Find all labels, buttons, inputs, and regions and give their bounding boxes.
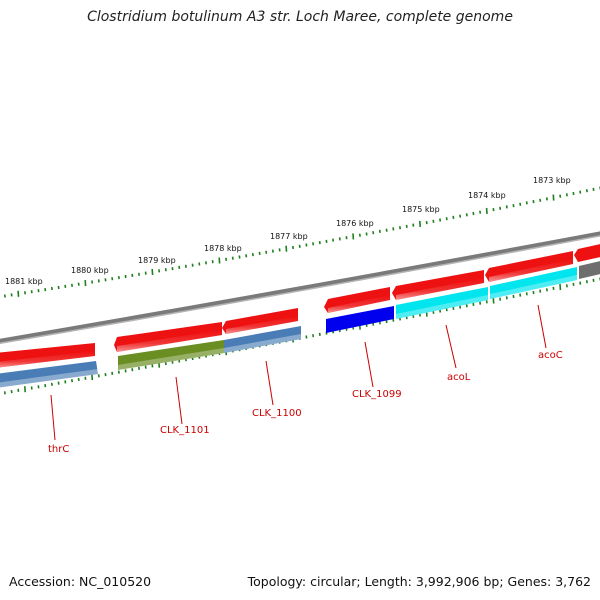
scale-label-1876: 1876 kbp	[336, 219, 374, 228]
leader-CLK_1099	[364, 341, 374, 388]
gene-labels: thrC CLK_1101 CLK_1100 CLK_1099 acoL aco…	[48, 350, 563, 455]
gene-label-CLK_1101: CLK_1101	[160, 425, 210, 436]
gene-label-acoL: acoL	[447, 372, 471, 383]
topology-label: Topology: circular; Length: 3,992,906 bp…	[247, 574, 591, 589]
genome-backbone	[0, 231, 600, 344]
annotated-genes	[0, 260, 600, 388]
leader-thrC	[50, 394, 56, 441]
gene-thrC[interactable]	[0, 361, 98, 388]
scale-label-1877: 1877 kbp	[270, 232, 308, 241]
gene-CLK_1099[interactable]	[326, 306, 394, 333]
scale-label-1881: 1881 kbp	[5, 277, 43, 286]
scale-label-1880: 1880 kbp	[71, 266, 109, 275]
scale-labels: 1881 kbp 1880 kbp 1879 kbp 1878 kbp 1877…	[5, 176, 571, 286]
leader-acoC	[537, 304, 547, 349]
forward-strand-genes	[0, 243, 600, 368]
scale-label-1875: 1875 kbp	[402, 205, 440, 214]
accession-label: Accession: NC_010520	[9, 574, 152, 589]
scale-label-1879: 1879 kbp	[138, 256, 176, 265]
gene-acoC[interactable]	[490, 267, 577, 299]
gene-label-leaders	[50, 304, 547, 441]
page-title: Clostridium botulinum A3 str. Loch Maree…	[87, 9, 513, 25]
gene-label-thrC: thrC	[48, 444, 69, 455]
scale-label-1874: 1874 kbp	[468, 191, 506, 200]
gene-label-CLK_1100: CLK_1100	[252, 408, 302, 419]
leader-CLK_1101	[175, 376, 183, 425]
genome-backbone-highlight	[0, 235, 600, 345]
gene-label-CLK_1099: CLK_1099	[352, 389, 402, 400]
gene-partial-gray[interactable]	[579, 260, 600, 279]
forward-gene-arrow[interactable]	[574, 243, 600, 262]
scale-label-1873: 1873 kbp	[533, 176, 571, 185]
outer-scale-ticks	[3, 186, 600, 298]
gene-acoL[interactable]	[396, 287, 488, 319]
gene-label-acoC: acoC	[538, 350, 563, 361]
gene-CLK_1101[interactable]	[118, 340, 224, 370]
scale-label-1878: 1878 kbp	[204, 244, 242, 253]
leader-acoL	[445, 324, 457, 369]
gene-CLK_1100[interactable]	[224, 326, 301, 353]
leader-CLK_1100	[265, 360, 274, 406]
